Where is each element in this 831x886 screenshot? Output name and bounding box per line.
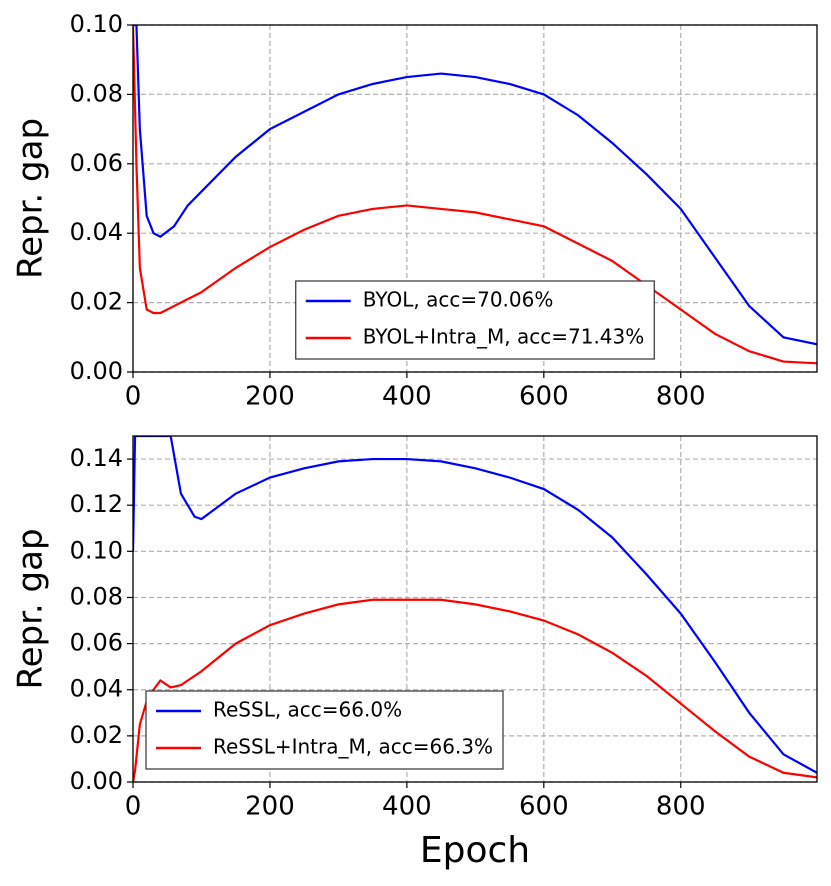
line-series	[133, 25, 817, 346]
y-tick-label: 0.14	[70, 444, 123, 472]
x-tick-label: 400	[382, 382, 432, 412]
line-series	[133, 25, 817, 365]
y-tick-label: 0.04	[70, 218, 123, 246]
y-tick-label: 0.08	[70, 79, 123, 107]
y-tick-label: 0.10	[70, 10, 123, 38]
subplot: 0 200 400 600 800 0.00 0.02 0.04 0.06 0.08 0.10 0.1…	[11, 435, 818, 871]
y-tick-label: 0.00	[70, 767, 123, 795]
x-tick-label: 0	[125, 382, 142, 412]
legend-label: BYOL, acc=70.06%	[363, 288, 554, 312]
x-tick-label: 800	[656, 382, 706, 412]
y-tick-label: 0.02	[70, 288, 123, 316]
y-axis-label: Repr. gap	[11, 118, 51, 279]
line-series	[133, 598, 817, 782]
y-tick-label: 0.12	[70, 490, 123, 518]
y-tick-label: 0.06	[70, 629, 123, 657]
legend-label: BYOL+Intra_M, acc=71.43%	[363, 325, 645, 349]
axes-frame	[132, 24, 818, 373]
y-tick-label: 0.10	[70, 536, 123, 564]
legend: ReSSL, acc=66.0% ReSSL+Intra_M, acc=66.3%	[145, 690, 504, 770]
x-tick-label: 200	[245, 382, 295, 412]
y-tick-label: 0.02	[70, 721, 123, 749]
x-tick-label: 400	[382, 792, 432, 822]
legend-frame	[295, 280, 655, 360]
legend-frame	[145, 690, 504, 770]
y-axis-label: Repr. gap	[11, 528, 51, 689]
x-tick-label: 200	[245, 792, 295, 822]
legend-label: ReSSL, acc=66.0%	[213, 698, 402, 722]
x-tick-label: 0	[125, 792, 142, 822]
x-tick-label: 600	[519, 382, 569, 412]
subplot: 0 200 400 600 800 0.00 0.02 0.04 0.06 0.08 0.10 Rep…	[11, 10, 818, 412]
x-axis-label: Epoch	[420, 830, 530, 871]
x-tick-label: 800	[656, 792, 706, 822]
line-series	[133, 436, 817, 774]
y-tick-label: 0.00	[70, 357, 123, 385]
y-tick-label: 0.08	[70, 582, 123, 610]
legend-label: ReSSL+Intra_M, acc=66.3%	[213, 735, 493, 759]
x-tick-label: 600	[519, 792, 569, 822]
y-tick-label: 0.04	[70, 675, 123, 703]
legend: BYOL, acc=70.06% BYOL+Intra_M, acc=71.43%	[295, 280, 655, 360]
y-tick-label: 0.06	[70, 149, 123, 177]
axes-frame	[132, 435, 818, 783]
